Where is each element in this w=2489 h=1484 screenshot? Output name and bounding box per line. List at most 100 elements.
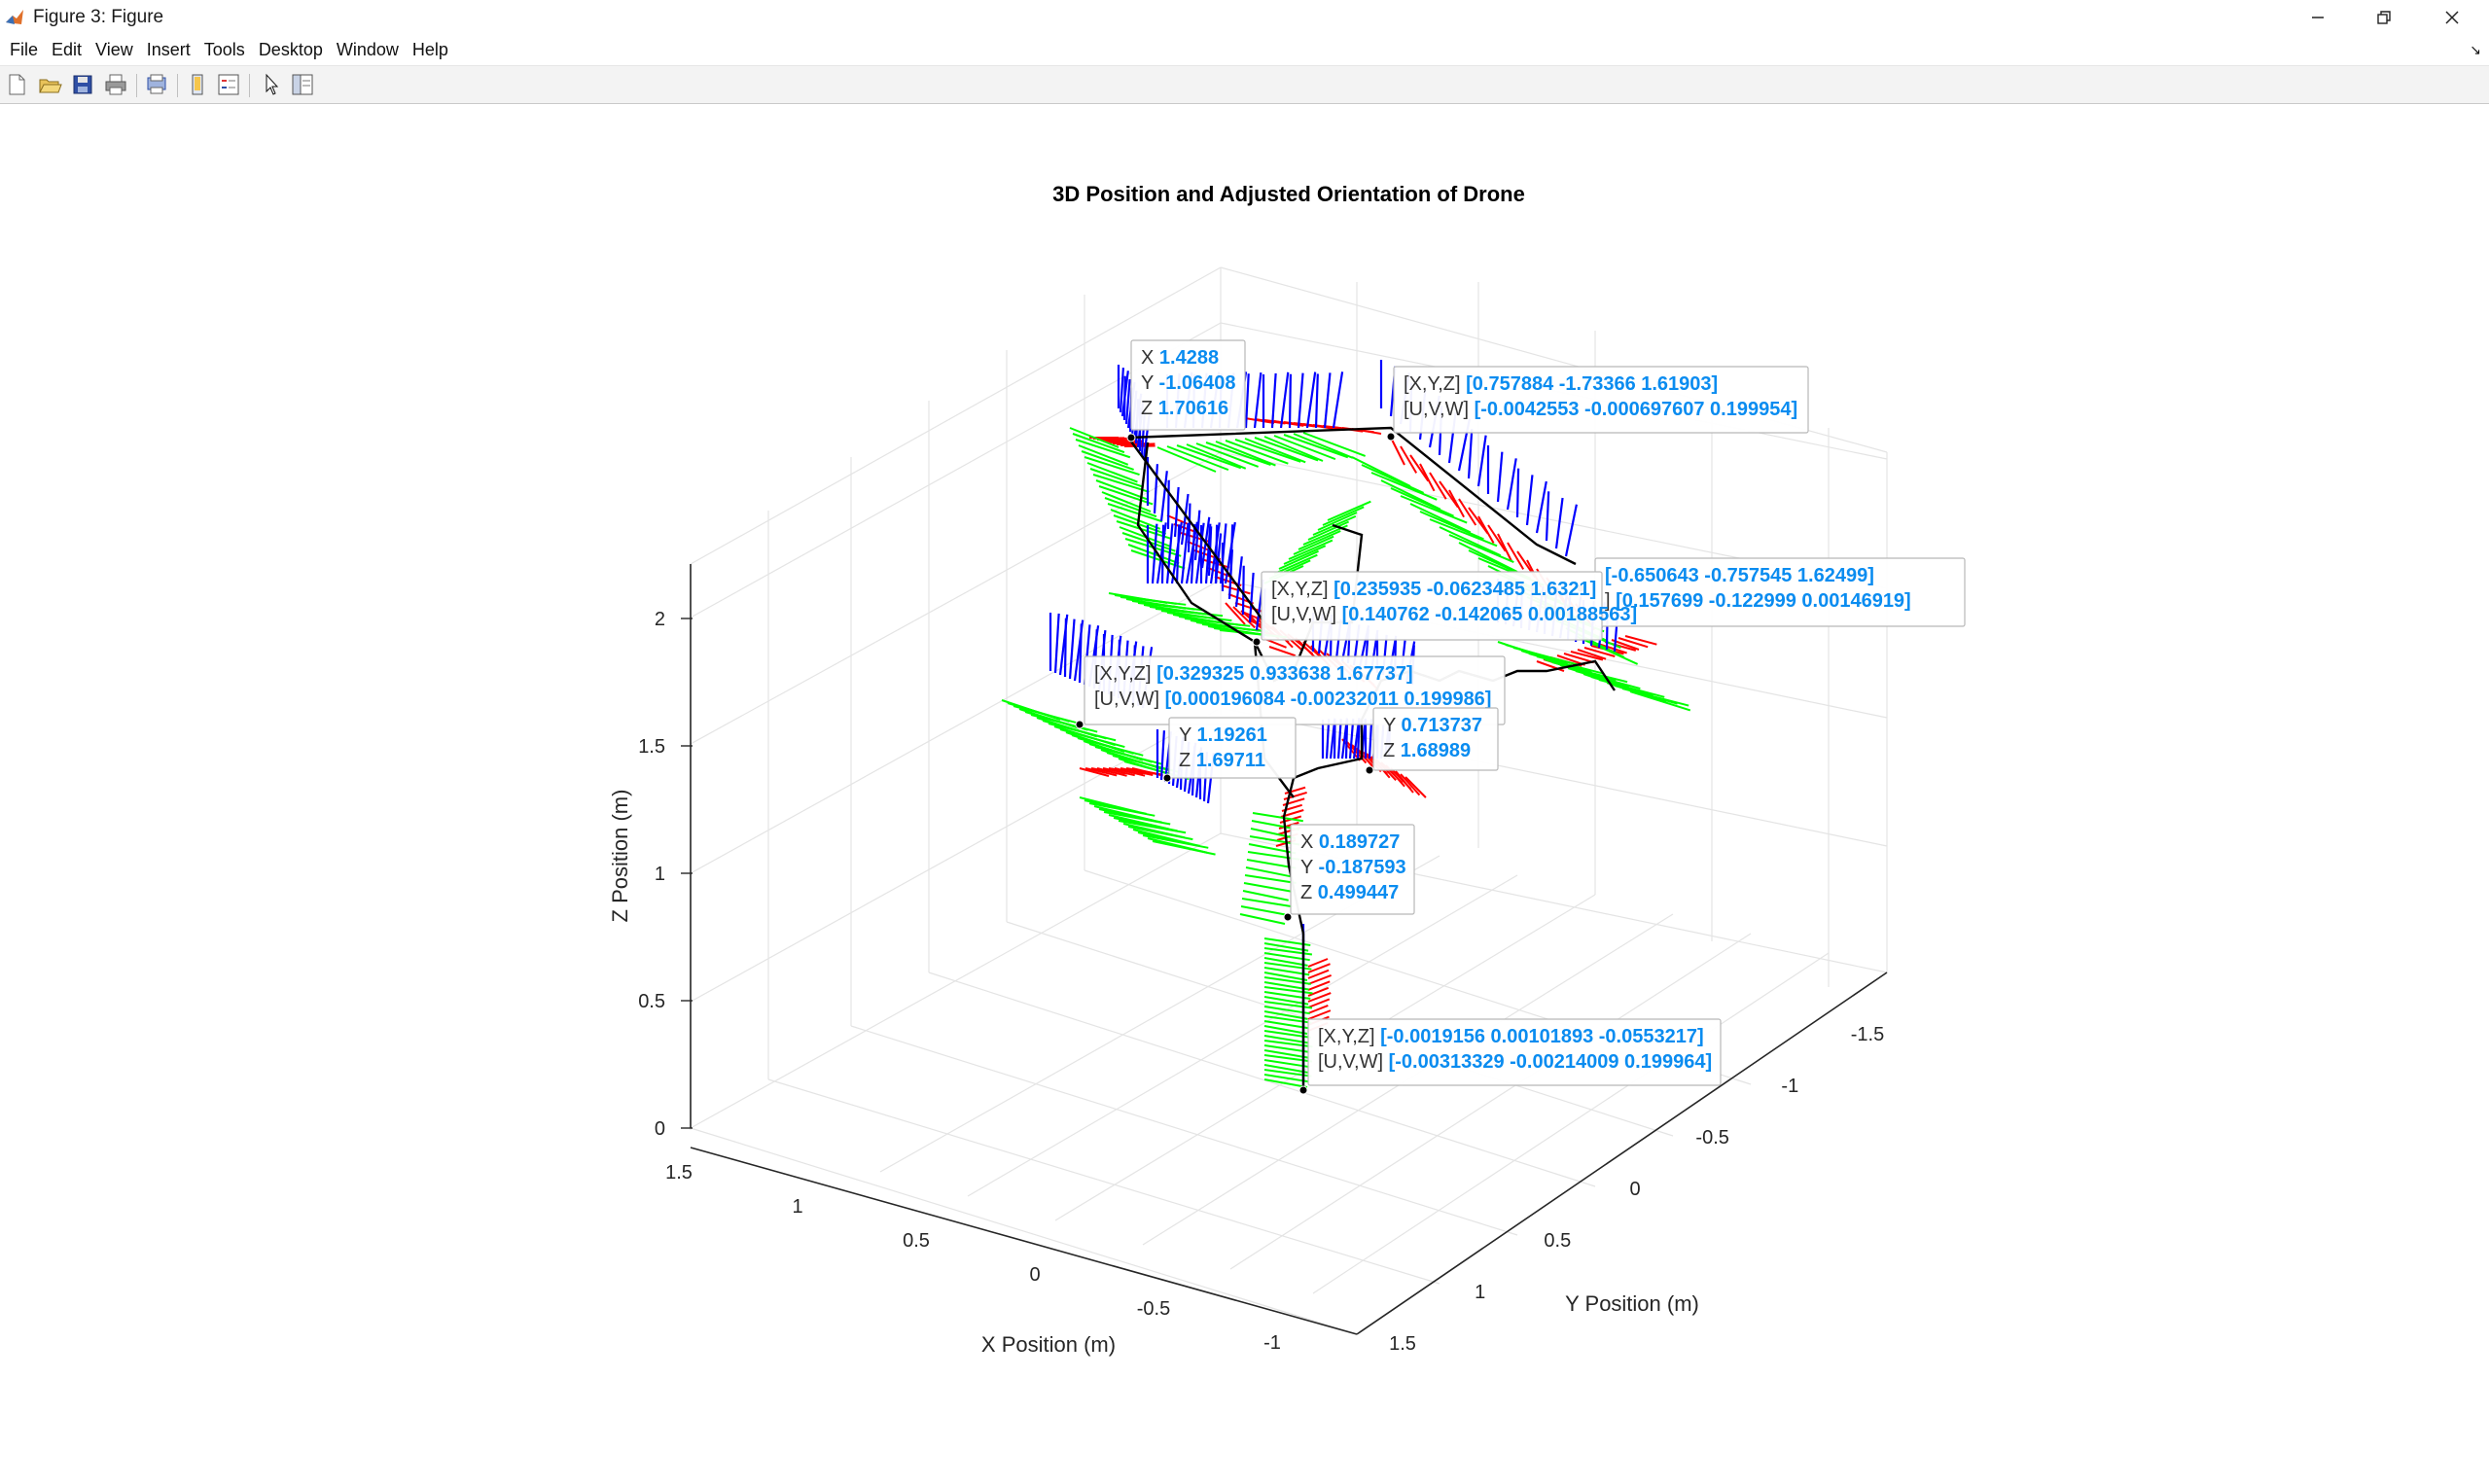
z-tick-label: 1.5 xyxy=(638,736,665,758)
z-axis-label: Z Position (m) xyxy=(608,790,632,923)
datatip-value: 1.70616 xyxy=(1158,398,1228,419)
datatip-value: -0.187593 xyxy=(1319,857,1406,878)
datatip-marker[interactable] xyxy=(1127,434,1135,442)
datatip-value: 1.69711 xyxy=(1196,750,1265,771)
quiver-z-arrow xyxy=(1316,373,1318,428)
datatip-label: [U,V,W] xyxy=(1094,689,1165,710)
quiver-y-arrow xyxy=(1090,469,1143,487)
quiver-z-arrow xyxy=(1155,464,1157,513)
minimize-icon xyxy=(2310,10,2326,25)
datatip-value: 0.189727 xyxy=(1319,831,1400,853)
datatip-line: Z 1.70616 xyxy=(1141,398,1228,419)
datatip-label: [X,Y,Z] xyxy=(1094,663,1156,685)
datatip-line: [U,V,W] [-0.0042553 -0.000697607 0.19995… xyxy=(1404,399,1797,420)
datatip-label: Y xyxy=(1141,372,1159,394)
x-tick-label: 1 xyxy=(792,1196,802,1218)
link-plot-icon[interactable] xyxy=(185,72,210,97)
menu-file[interactable]: File xyxy=(10,40,38,60)
y-tick-label: 1 xyxy=(1475,1282,1485,1303)
menu-window[interactable]: Window xyxy=(337,40,399,60)
quiver-y-arrow xyxy=(1244,883,1293,892)
figure-canvas[interactable]: 3D Position and Adjusted Orientation of … xyxy=(0,104,2489,1479)
datatip[interactable]: [X,Y,Z] [0.757884 -1.73366 1.61903][U,V,… xyxy=(1387,367,1808,441)
quiver-z-arrow xyxy=(1298,373,1303,428)
datatip-marker[interactable] xyxy=(1253,638,1261,646)
x-axis-line xyxy=(691,1148,1357,1334)
datatip-label: Y xyxy=(1383,715,1402,736)
open-file-icon[interactable] xyxy=(37,72,62,97)
quiver-y-arrow xyxy=(1253,813,1303,821)
x-tick-label: -1 xyxy=(1263,1332,1281,1354)
quiver-z-arrow xyxy=(1498,452,1502,502)
x-tick-label: 0.5 xyxy=(903,1230,930,1252)
edit-plot-arrow-icon[interactable] xyxy=(259,72,284,97)
datatip-label: Z xyxy=(1383,740,1401,761)
datatip[interactable]: [X,Y,Z] [0.235935 -0.0623485 1.6321][U,V… xyxy=(1253,572,1637,646)
quiver-z-arrow xyxy=(1272,373,1276,428)
restore-button[interactable] xyxy=(2351,0,2417,34)
z-tick-label: 0 xyxy=(655,1118,665,1140)
toolbar-separator xyxy=(136,74,137,97)
datatip-marker[interactable] xyxy=(1299,1086,1307,1094)
y-tick-label: 0 xyxy=(1629,1179,1640,1200)
menu-insert[interactable]: Insert xyxy=(147,40,191,60)
menu-view[interactable]: View xyxy=(95,40,133,60)
datatip-line: Y 1.19261 xyxy=(1179,724,1267,746)
close-button[interactable] xyxy=(2419,0,2485,34)
quiver-z-arrow xyxy=(1527,475,1532,525)
print-icon[interactable] xyxy=(103,72,128,97)
datatip-line: Y -0.187593 xyxy=(1300,857,1406,878)
quiver-z-arrow xyxy=(1478,436,1486,486)
quiver-z-arrow xyxy=(1333,371,1342,428)
datatip-value: -1.06408 xyxy=(1159,372,1236,394)
quiver-x-arrow xyxy=(1625,636,1656,645)
datatip-line: ] [0.157699 -0.122999 0.00146919] xyxy=(1605,590,1911,612)
datatip[interactable]: Y 1.19261 Z 1.69711 xyxy=(1163,718,1296,782)
datatip-marker[interactable] xyxy=(1366,766,1373,774)
datatip-marker[interactable] xyxy=(1387,433,1395,441)
datatip-marker[interactable] xyxy=(1076,721,1084,728)
quiver-x-arrow xyxy=(1564,654,1594,662)
datatip-marker[interactable] xyxy=(1163,774,1171,782)
y-axis-label: Y Position (m) xyxy=(1565,1291,1699,1316)
datatip-line: Z 0.499447 xyxy=(1300,882,1399,903)
window-titlebar: Figure 3: Figure xyxy=(0,0,2489,34)
menu-desktop[interactable]: Desktop xyxy=(259,40,323,60)
dock-arrow-icon[interactable]: ↘ xyxy=(2470,42,2481,58)
minimize-button[interactable] xyxy=(2285,0,2351,34)
datatip-value: [0.000196084 -0.00232011 0.199986] xyxy=(1165,689,1492,710)
datatip[interactable]: [X,Y,Z] [-0.0019156 0.00101893 -0.055321… xyxy=(1299,1019,1721,1094)
datatip-line: Z 1.69711 xyxy=(1179,750,1265,771)
quiver-z-arrow xyxy=(1243,566,1244,615)
quiver-y-arrow xyxy=(1622,689,1689,706)
print-preview-icon[interactable] xyxy=(144,72,169,97)
datatip-value: [0.157699 -0.122999 0.00146919] xyxy=(1616,590,1911,612)
menu-edit[interactable]: Edit xyxy=(52,40,82,60)
y-tick-label: -1.5 xyxy=(1851,1024,1884,1045)
z-tick-label: 1 xyxy=(655,864,665,885)
new-figure-icon[interactable] xyxy=(4,72,29,97)
quiver-z-arrow xyxy=(1307,372,1315,428)
menu-tools[interactable]: Tools xyxy=(204,40,245,60)
insert-legend-icon[interactable] xyxy=(216,72,241,97)
save-icon[interactable] xyxy=(70,72,95,97)
datatip-value: [0.140762 -0.142065 0.00188563] xyxy=(1342,604,1638,625)
datatip-label: [X,Y,Z] xyxy=(1404,373,1466,395)
y-tick-label: -1 xyxy=(1781,1076,1798,1097)
menu-help[interactable]: Help xyxy=(412,40,448,60)
datatip-line: [X,Y,Z] [0.235935 -0.0623485 1.6321] xyxy=(1271,579,1596,600)
datatip-line: [U,V,W] [0.000196084 -0.00232011 0.19998… xyxy=(1094,689,1491,710)
quiver-z-arrow xyxy=(1346,720,1347,759)
x-axis-label: X Position (m) xyxy=(981,1332,1116,1357)
datatip-marker[interactable] xyxy=(1284,913,1292,921)
datatip-value: [-0.00313329 -0.00214009 0.199964] xyxy=(1389,1051,1713,1073)
datatip-value: [-0.0042553 -0.000697607 0.199954] xyxy=(1475,399,1798,420)
quiver-y-arrow xyxy=(1560,665,1627,682)
axes-3d[interactable]: 3D Position and Adjusted Orientation of … xyxy=(0,104,2489,1479)
property-inspector-icon[interactable] xyxy=(290,72,315,97)
quiver-z-arrow xyxy=(1124,376,1125,420)
window-title: Figure 3: Figure xyxy=(33,7,163,28)
